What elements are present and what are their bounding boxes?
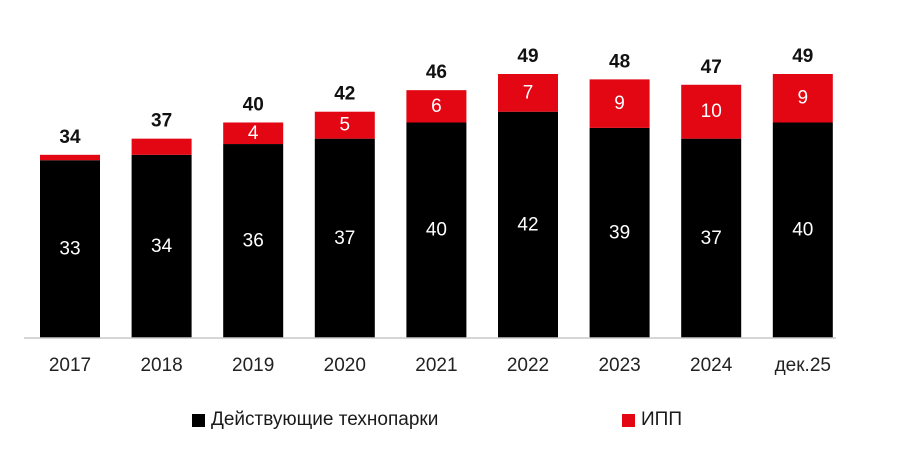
bar-ipp-2 [223,122,284,145]
bar-ipp-6 [589,79,650,128]
category-label-4: 2021 [415,355,457,376]
bar-ipp-0 [40,154,100,161]
bar-tech-0 [40,160,100,338]
bar-tech-8 [772,122,833,338]
data-label-ipp-4: 6 [431,96,442,117]
bar-tech-1 [131,154,192,338]
total-label-2: 40 [243,94,264,115]
category-label-0: 2017 [49,355,91,376]
bar-tech-3 [314,138,375,338]
legend-item-ipp: ИПП [622,408,682,432]
bar-ipp-3 [314,111,375,139]
bar-ipp-4 [406,90,467,123]
category-label-8: дек.25 [775,355,831,376]
bar-ipp-1 [131,138,192,155]
data-label-tech-8: 40 [792,220,813,241]
data-label-ipp-3: 5 [340,115,351,136]
legend-swatch-tech [192,413,205,427]
total-label-1: 37 [151,111,172,132]
data-label-ipp-6: 9 [614,93,625,114]
data-label-tech-1: 34 [151,236,173,257]
bar-ipp-7 [681,84,742,139]
data-label-tech-3: 37 [334,228,355,249]
data-label-tech-5: 42 [517,214,538,235]
total-label-0: 34 [59,127,81,148]
total-label-5: 49 [517,46,538,67]
data-label-tech-4: 40 [426,220,447,241]
data-label-ipp-7: 10 [701,101,722,122]
total-label-3: 42 [334,84,355,105]
data-label-ipp-8: 9 [798,88,809,109]
data-label-tech-0: 33 [59,239,80,260]
bar-ipp-5 [498,74,558,112]
category-label-3: 2020 [324,355,366,376]
total-label-6: 48 [609,51,630,72]
category-label-5: 2022 [507,355,549,376]
total-label-4: 46 [426,62,447,83]
category-label-6: 2023 [598,355,640,376]
data-label-ipp-2: 4 [248,123,259,144]
bar-tech-4 [406,122,467,338]
bar-tech-7 [681,138,742,338]
category-label-2: 2019 [232,355,274,376]
legend-label-tech: Действующие технопарки [211,409,439,430]
bar-tech-2 [223,144,284,338]
data-label-ipp-5: 7 [523,82,534,103]
bar-tech-5 [498,111,558,338]
bar-ipp-8 [772,74,833,123]
labels-group: 33 34 2017 34 37 2018 36 4 40 2019 37 5 42 2020 40 6 46 2… [49,46,831,376]
total-label-8: 49 [792,46,813,67]
data-label-tech-7: 37 [701,228,722,249]
data-label-tech-2: 36 [243,231,264,252]
bars-group [40,74,833,338]
total-label-7: 47 [701,57,722,78]
stacked-bar-chart: 33 34 2017 34 37 2018 36 4 40 2019 37 5 42 2020 40 6 46 2… [24,46,836,376]
category-label-7: 2024 [690,355,733,376]
legend-label-ipp: ИПП [641,409,682,430]
legend-swatch-ipp [622,413,635,427]
data-label-tech-6: 39 [609,222,630,243]
category-label-1: 2018 [140,355,182,376]
bar-tech-6 [589,127,650,338]
legend-item-tech: Действующие технопарки [192,408,438,432]
